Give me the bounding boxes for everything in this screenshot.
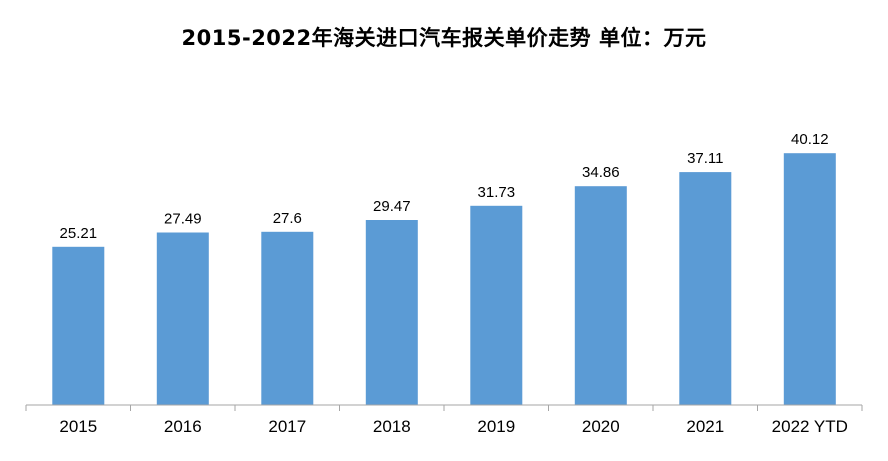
x-tick-label: 2015 — [59, 417, 97, 436]
x-tick-label: 2020 — [582, 417, 620, 436]
bar-2016 — [156, 232, 209, 405]
x-tick-label: 2019 — [477, 417, 515, 436]
bar-2022-ytd — [783, 153, 836, 405]
bar-2020 — [574, 186, 627, 405]
bar-2017 — [261, 231, 314, 405]
x-tick-label: 2018 — [373, 417, 411, 436]
bar-2021 — [679, 172, 732, 405]
data-label: 31.73 — [478, 184, 516, 201]
data-label: 40.12 — [791, 131, 829, 148]
chart-title: 2015-2022年海关进口汽车报关单价走势 单位：万元 — [181, 26, 707, 50]
data-label: 29.47 — [373, 198, 411, 215]
data-label: 34.86 — [582, 164, 620, 181]
x-tick-label: 2016 — [164, 417, 202, 436]
bar-2019 — [470, 205, 523, 405]
data-label: 27.49 — [164, 211, 202, 228]
data-label: 37.11 — [687, 150, 723, 167]
x-tick-label: 2021 — [686, 417, 724, 436]
data-label: 27.6 — [273, 210, 302, 227]
data-label: 25.21 — [60, 225, 98, 242]
x-tick-label: 2022 YTD — [772, 417, 848, 436]
x-tick-label: 2017 — [268, 417, 306, 436]
bar-2015 — [52, 246, 105, 405]
bar-2018 — [365, 220, 418, 405]
